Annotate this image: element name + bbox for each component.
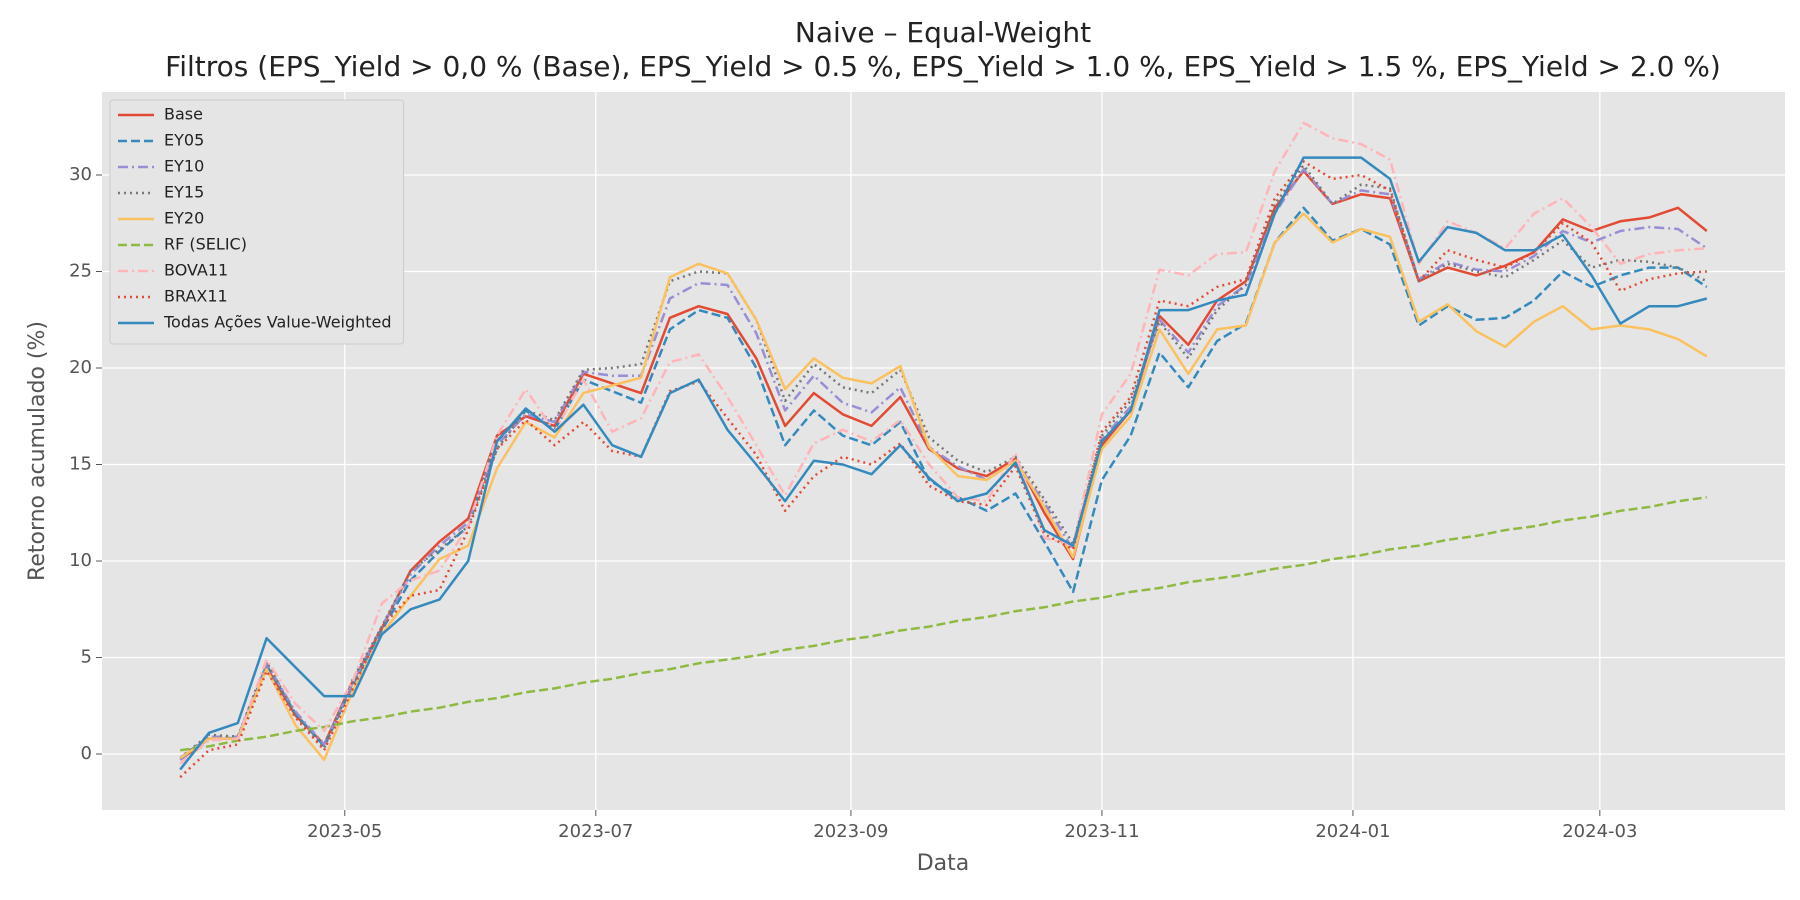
chart-subtitle: Filtros (EPS_Yield > 0,0 % (Base), EPS_Y…	[165, 50, 1721, 83]
y-tick-label: 10	[69, 550, 92, 571]
y-tick-label: 25	[69, 261, 92, 282]
y-tick-label: 0	[81, 743, 92, 764]
legend-label: EY05	[164, 131, 204, 150]
x-tick-label: 2023-07	[558, 821, 633, 842]
line-series	[180, 496, 1707, 752]
y-axis-label: Retorno acumulado (%)	[25, 321, 50, 581]
x-tick-label: 2023-05	[307, 821, 382, 842]
legend-label: Todas Ações Value-Weighted	[163, 313, 392, 332]
y-tick-label: 20	[69, 357, 92, 378]
x-tick-label: 2024-03	[1562, 821, 1637, 842]
line-series	[179, 212, 1708, 762]
chart-title: Naive – Equal-Weight	[795, 16, 1091, 49]
line-series	[179, 169, 1708, 761]
y-tick-label: 5	[81, 647, 92, 668]
line-series	[179, 156, 1708, 771]
x-axis-label: Data	[917, 851, 970, 876]
legend-label: Base	[164, 105, 203, 124]
y-tick-label: 30	[69, 164, 92, 185]
line-series	[179, 121, 1707, 765]
legend-label: BOVA11	[164, 261, 228, 280]
legend-label: EY15	[164, 183, 204, 202]
legend-box	[109, 99, 405, 345]
legend-label: BRAX11	[164, 287, 228, 306]
legend-label: EY20	[164, 209, 204, 228]
x-tick-label: 2024-01	[1315, 821, 1390, 842]
legend-label: RF (SELIC)	[164, 235, 247, 254]
x-tick-label: 2023-09	[813, 821, 888, 842]
x-tick-label: 2023-11	[1064, 821, 1139, 842]
legend: Base EY05 EY10 EY15 EY20 RF (SELIC) BOVA11 BRAX…	[109, 99, 405, 345]
y-tick-label: 15	[69, 454, 92, 475]
legend-label: EY10	[164, 157, 204, 176]
line-series	[179, 167, 1708, 761]
